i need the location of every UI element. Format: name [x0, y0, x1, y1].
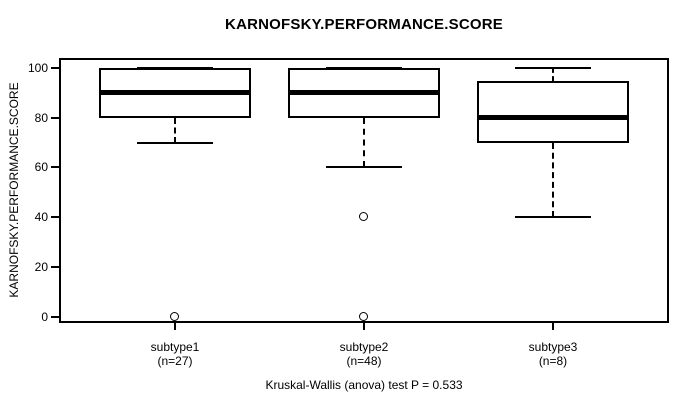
y-axis-tick [51, 216, 59, 219]
median-line [99, 90, 251, 96]
median-line [477, 115, 629, 121]
y-tick-label: 40 [34, 210, 48, 225]
upper-whisker-cap [326, 67, 402, 70]
upper-whisker [552, 68, 554, 81]
lower-whisker [363, 117, 365, 168]
outlier-point [359, 311, 368, 321]
y-axis-tick [51, 315, 59, 318]
y-tick-label: 20 [34, 259, 48, 274]
y-tick-label: 60 [34, 160, 48, 175]
lower-whisker-cap [326, 166, 402, 169]
outlier-point [170, 311, 179, 321]
y-tick-label: 0 [41, 309, 48, 324]
category-n: (n=48) [346, 354, 382, 368]
x-category-label: subtype2 (n=48) [294, 340, 434, 368]
category-n: (n=27) [157, 354, 193, 368]
stat-test-caption: Kruskal-Wallis (anova) test P = 0.533 [265, 378, 463, 392]
lower-whisker [174, 117, 176, 143]
outlier-point [359, 212, 368, 222]
category-name: subtype2 [339, 340, 389, 354]
y-axis-tick [51, 116, 59, 119]
y-tick-label: 100 [27, 61, 48, 76]
upper-whisker-cap [515, 67, 591, 70]
category-name: subtype3 [528, 340, 578, 354]
upper-whisker-cap [137, 67, 213, 70]
iqr-box [477, 80, 629, 143]
median-line [288, 90, 440, 96]
x-axis-tick [552, 323, 554, 330]
y-tick-label: 80 [34, 110, 48, 125]
lower-whisker [552, 142, 554, 218]
x-category-label: subtype1 (n=27) [105, 340, 245, 368]
x-axis-tick [363, 323, 365, 330]
x-axis-tick [174, 323, 176, 330]
chart-title: KARNOFSKY.PERFORMANCE.SCORE [225, 16, 503, 33]
lower-whisker-cap [137, 141, 213, 144]
plot-area [51, 58, 669, 330]
category-name: subtype1 [150, 340, 200, 354]
y-axis-tick [51, 265, 59, 268]
lower-whisker-cap [515, 216, 591, 219]
y-axis-tick [51, 67, 59, 70]
x-category-label: subtype3 (n=8) [483, 340, 623, 368]
y-axis-tick [51, 166, 59, 169]
category-n: (n=8) [538, 354, 568, 368]
